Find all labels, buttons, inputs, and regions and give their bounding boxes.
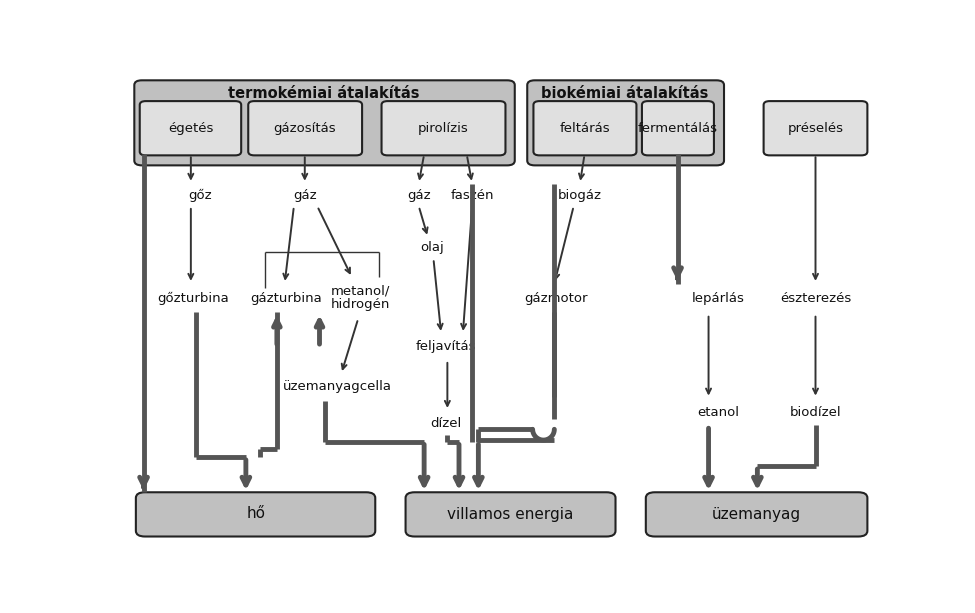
Text: gőzturbina: gőzturbina: [157, 292, 229, 305]
Text: villamos energia: villamos energia: [447, 506, 573, 522]
Text: üzemanyag: üzemanyag: [712, 506, 801, 522]
FancyBboxPatch shape: [406, 492, 615, 536]
Text: faszén: faszén: [450, 189, 494, 202]
Text: gáz: gáz: [407, 189, 431, 202]
Text: gázmotor: gázmotor: [525, 292, 588, 305]
Text: dízel: dízel: [430, 417, 461, 430]
Text: préselés: préselés: [788, 122, 843, 135]
Text: biokémiai átalakítás: biokémiai átalakítás: [541, 86, 709, 101]
Text: hidrogén: hidrogén: [331, 298, 390, 311]
Text: lepárlás: lepárlás: [692, 292, 745, 305]
FancyBboxPatch shape: [381, 101, 505, 155]
FancyBboxPatch shape: [135, 80, 515, 166]
Text: feltárás: feltárás: [560, 122, 610, 135]
Text: gáz: gáz: [292, 189, 317, 202]
FancyBboxPatch shape: [139, 101, 241, 155]
Text: olaj: olaj: [420, 241, 444, 254]
Text: biodízel: biodízel: [790, 406, 841, 419]
FancyBboxPatch shape: [645, 492, 868, 536]
FancyBboxPatch shape: [642, 101, 714, 155]
Text: feljavítás: feljavítás: [415, 340, 476, 354]
FancyBboxPatch shape: [249, 101, 362, 155]
FancyBboxPatch shape: [136, 492, 375, 536]
Text: biogáz: biogáz: [558, 189, 602, 202]
Text: etanol: etanol: [698, 406, 740, 419]
Text: gőz: gőz: [188, 189, 212, 202]
Text: üzemanyagcella: üzemanyagcella: [283, 381, 392, 394]
FancyBboxPatch shape: [763, 101, 868, 155]
Text: gázturbina: gázturbina: [251, 292, 322, 305]
FancyBboxPatch shape: [533, 101, 637, 155]
Text: termokémiai átalakítás: termokémiai átalakítás: [228, 86, 420, 101]
Text: metanol/: metanol/: [331, 284, 390, 297]
Text: égetés: égetés: [168, 122, 214, 135]
FancyBboxPatch shape: [527, 80, 724, 166]
Text: gázosítás: gázosítás: [273, 122, 336, 135]
Text: fermentálás: fermentálás: [638, 122, 718, 135]
Text: hő: hő: [247, 506, 265, 522]
Text: pirolízis: pirolízis: [418, 122, 469, 135]
Text: észterezés: észterezés: [780, 292, 851, 305]
